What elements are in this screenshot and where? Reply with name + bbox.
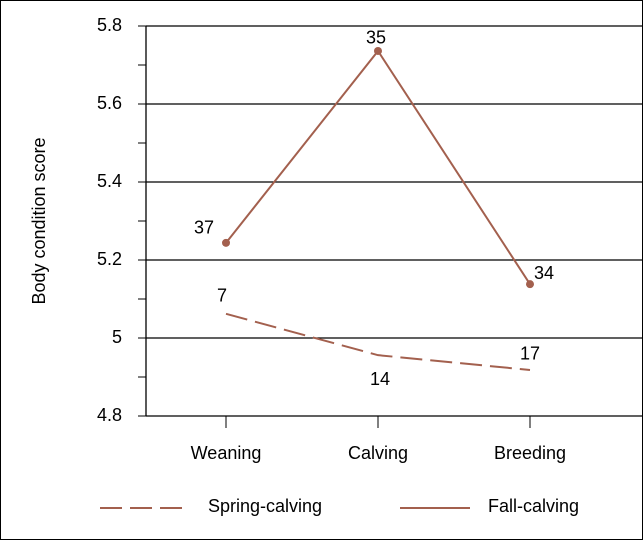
point	[222, 238, 230, 247]
y-tick-label: 5.8	[97, 15, 122, 35]
point-label: 35	[366, 28, 386, 48]
y-tick-label: 5.2	[97, 249, 122, 269]
series-line	[225, 49, 531, 285]
legend-label: Fall-calving	[488, 496, 579, 516]
x-tick-label: Weaning	[191, 443, 262, 463]
legend-label: Spring-calving	[208, 496, 322, 516]
y-tick-label: 5	[112, 327, 122, 347]
point-label: 37	[194, 218, 214, 238]
y-tick-label: 5.4	[97, 171, 122, 191]
point	[526, 280, 534, 289]
y-axis-label: Body condition score	[29, 137, 49, 304]
y-tick-label: 4.8	[97, 405, 122, 425]
point-label: 14	[370, 369, 390, 389]
x-tick-label: Calving	[348, 443, 408, 463]
point	[374, 46, 382, 55]
y-tick-label: 5.6	[97, 93, 122, 113]
x-tick-label: Breeding	[494, 443, 566, 463]
series-line	[225, 312, 531, 371]
point-label: 17	[520, 344, 540, 364]
point-label: 34	[534, 263, 554, 283]
point-label: 7	[217, 286, 227, 306]
